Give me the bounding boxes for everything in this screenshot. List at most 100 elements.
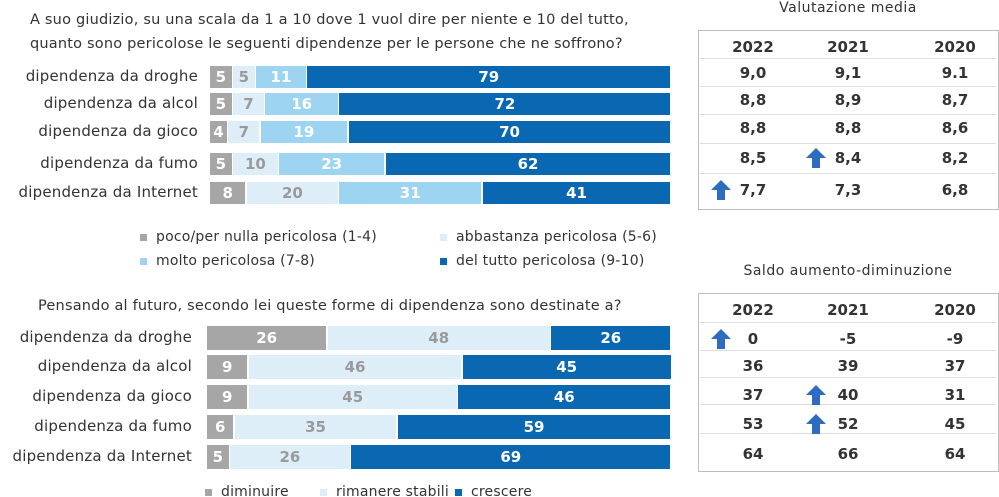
legend-swatch: [320, 489, 327, 496]
bar-segment: 46: [458, 385, 671, 409]
bar-segment: 16: [265, 93, 338, 115]
bar-segment: 7: [228, 121, 260, 143]
table-cell: -9: [946, 330, 964, 348]
table-cell: 8,8: [834, 119, 862, 137]
row-separator: [700, 114, 996, 115]
table-title: Saldo aumento-diminuzione: [743, 263, 953, 279]
table-cell: 8,7: [941, 91, 969, 109]
category-label: dipendenza da Internet: [12, 447, 192, 465]
table-cell: 45: [944, 415, 966, 433]
up-arrow: [710, 179, 732, 201]
up-arrow: [805, 147, 827, 169]
table-cell: 64: [742, 445, 764, 463]
bar-segment: 70: [348, 121, 671, 143]
table-cell: 36: [742, 357, 764, 375]
bar-segment: 26: [230, 445, 350, 469]
row-separator: [700, 404, 996, 405]
legend-swatch: [140, 258, 147, 265]
bar-segment: 4: [210, 121, 227, 143]
bar-segment: 45: [462, 355, 671, 379]
bar-segment: 8: [210, 182, 246, 204]
table-cell: 8,8: [739, 119, 767, 137]
table-cell: 40: [837, 386, 859, 404]
table-cell: 8,2: [941, 149, 969, 167]
row-separator: [700, 350, 996, 351]
bar-segment: 5: [210, 153, 232, 175]
bar-segment: 41: [482, 182, 671, 204]
up-arrow: [710, 328, 732, 350]
row-separator: [700, 433, 996, 434]
category-label: dipendenza da gioco: [38, 122, 198, 140]
table-cell: 8,5: [739, 149, 767, 167]
bar-segment: 11: [256, 66, 306, 88]
bar-segment: 72: [339, 93, 671, 115]
table-cell: 8,4: [834, 149, 862, 167]
table-cell: 8,8: [739, 91, 767, 109]
up-arrow: [805, 384, 827, 406]
up-arrow: [805, 413, 827, 435]
legend-label: rimanere stabili: [336, 484, 449, 497]
legend-label: abbastanza pericolosa (5-6): [456, 229, 657, 245]
bar-segment: 9: [207, 355, 248, 379]
table-cell: 52: [837, 415, 859, 433]
bar-segment: 35: [234, 415, 397, 439]
table-cell: 7,3: [834, 181, 862, 199]
table-cell: 66: [837, 445, 859, 463]
bar-segment: 7: [233, 93, 264, 115]
row-separator: [700, 86, 996, 87]
category-label: dipendenza da fumo: [40, 154, 198, 172]
category-label: dipendenza da gioco: [32, 387, 192, 405]
bar-segment: 26: [207, 326, 327, 350]
table-cell: 7,7: [739, 181, 767, 199]
table-cell: 8,6: [941, 119, 969, 137]
bar-segment: 26: [551, 326, 671, 350]
legend-swatch: [440, 234, 447, 241]
row-separator: [700, 143, 996, 144]
table-cell: 6,8: [941, 181, 969, 199]
table-cell: 0: [747, 330, 759, 348]
legend-swatch: [440, 258, 447, 265]
category-label: dipendenza da alcol: [37, 357, 192, 375]
row-separator: [700, 173, 996, 174]
header-cell: 2022: [732, 38, 774, 56]
bar-segment: 46: [248, 355, 462, 379]
bar-segment: 31: [339, 182, 482, 204]
arrow-icon: [806, 148, 826, 168]
table-cell: 37: [944, 357, 966, 375]
bar-segment: 59: [397, 415, 671, 439]
bar-segment: 69: [351, 445, 671, 469]
table-cell: -5: [839, 330, 857, 348]
table-cell: 64: [944, 445, 966, 463]
category-label: dipendenza da Internet: [18, 183, 198, 201]
arrow-icon: [806, 385, 826, 405]
table-cell: 9,1: [834, 64, 862, 82]
bar-segment: 23: [279, 153, 385, 175]
bar-segment: 62: [385, 153, 671, 175]
row-separator: [700, 322, 996, 323]
arrow-icon: [711, 329, 731, 349]
table-cell: 53: [742, 415, 764, 433]
chart-title: A suo giudizio, su una scala da 1 a 10 d…: [30, 12, 629, 52]
table-cell: 37: [742, 386, 764, 404]
bar-segment: 5: [210, 66, 232, 88]
header-cell: 2022: [732, 301, 774, 319]
bar-segment: 48: [327, 326, 550, 350]
row-separator: [700, 377, 996, 378]
legend-swatch: [205, 489, 212, 496]
legend-label: poco/per nulla pericolosa (1-4): [156, 229, 377, 245]
table-cell: 9,0: [739, 64, 767, 82]
table-cell: 9.1: [941, 64, 969, 82]
bar-segment: 10: [233, 153, 278, 175]
chart-title: Pensando al futuro, secondo lei queste f…: [38, 298, 622, 314]
bar-segment: 79: [307, 66, 671, 88]
table-cell: 8,9: [834, 91, 862, 109]
arrow-icon: [806, 414, 826, 434]
category-label: dipendenza da droghe: [19, 328, 192, 346]
row-separator: [700, 58, 996, 59]
category-label: dipendenza da fumo: [34, 417, 192, 435]
table-cell: 39: [837, 357, 859, 375]
bar-segment: 45: [248, 385, 457, 409]
legend-label: molto pericolosa (7-8): [156, 253, 315, 269]
category-label: dipendenza da alcol: [43, 94, 198, 112]
